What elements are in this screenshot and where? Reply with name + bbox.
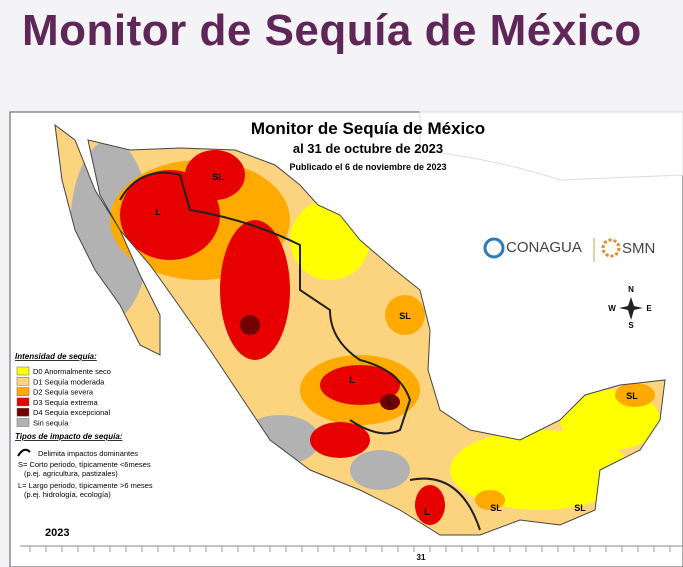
impact-l: L= Largo periodo, típicamente >6 meses	[18, 481, 153, 490]
legend-label: D1 Sequía moderada	[33, 377, 105, 386]
legend-swatch	[16, 407, 30, 417]
map-label: L	[349, 375, 355, 385]
legend-swatch	[16, 377, 30, 386]
map-label: SL	[399, 311, 411, 321]
legend-swatch	[16, 366, 30, 376]
impact-line-symbol	[17, 448, 31, 457]
map-label: SL	[574, 503, 586, 513]
map-date: al 31 de octubre de 2023	[293, 141, 443, 156]
map-label: L	[387, 397, 393, 407]
compass-label: W	[608, 304, 616, 313]
timeline-day: 31	[417, 553, 426, 562]
map-label: SL	[490, 503, 502, 513]
map-published: Publicado el 6 de noviembre de 2023	[289, 162, 446, 172]
legend-label: D0 Anormalmente seco	[33, 367, 111, 376]
legend-label: D4 Sequía excepcional	[33, 408, 110, 417]
compass-label: E	[646, 304, 652, 313]
map-label: L	[424, 507, 430, 517]
legend-label: Sin sequía	[33, 419, 69, 428]
impact-boundary	[119, 171, 412, 435]
compass-label: N	[628, 285, 634, 294]
gulf-outline	[419, 111, 683, 181]
impact-s: (p.ej. agricultura, pastizales)	[24, 469, 118, 478]
map-title: Monitor de Sequía de México	[251, 119, 485, 138]
legend-swatch	[16, 397, 30, 407]
timeline-year: 2023	[45, 527, 69, 539]
legend-swatch	[16, 387, 30, 396]
impact-l: (p.ej. hidrología, ecología)	[24, 490, 111, 499]
impact-line-label: Delimita impactos dominantes	[38, 449, 138, 458]
compass	[619, 297, 643, 320]
logo-text: SMN	[622, 240, 655, 257]
logo-text: CONAGUA	[506, 239, 582, 256]
conagua-icon	[483, 237, 505, 259]
map-label: SL	[212, 172, 224, 182]
map-label: SL	[626, 391, 638, 401]
impact-s: S= Corto periodo, típicamente <6meses	[18, 460, 151, 469]
map-label: L	[155, 207, 161, 217]
compass-label: S	[628, 321, 634, 330]
smn-icon	[601, 238, 621, 258]
legend-swatch	[16, 418, 30, 427]
legend-title: Intensidad de sequía:	[15, 352, 97, 361]
legend-label: D2 Sequía severa	[33, 388, 94, 397]
impact-boundary	[409, 477, 481, 531]
slide-title: Monitor de Sequía de México	[22, 6, 642, 55]
map-labels: SL L SL L L SL SL SL L	[155, 172, 638, 517]
legend-label: D3 Sequía extrema	[33, 398, 98, 407]
impact-title: Tipos de impacto de sequía:	[15, 432, 123, 441]
timeline-ticks	[29, 546, 671, 552]
